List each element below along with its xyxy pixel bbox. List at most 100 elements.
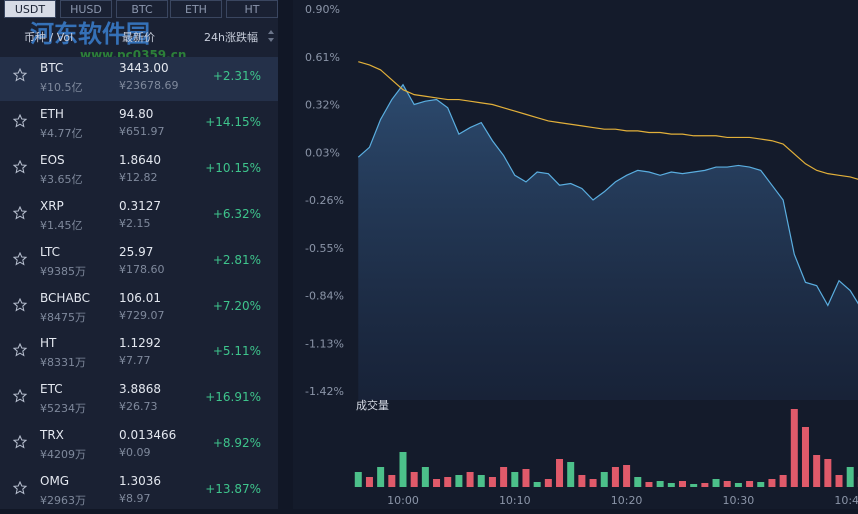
symbol: LTC xyxy=(40,245,60,259)
price-cny: ¥8.97 xyxy=(119,492,151,505)
y-tick-label: -0.55% xyxy=(305,242,344,255)
y-tick-label: -1.13% xyxy=(305,337,344,350)
price: 1.8640 xyxy=(119,153,161,167)
volume-bar xyxy=(556,459,563,487)
volume-bar xyxy=(578,475,585,487)
star xyxy=(14,299,26,311)
change: +8.92% xyxy=(181,436,261,450)
tab[interactable]: HT xyxy=(226,0,278,18)
volume-bar xyxy=(467,472,474,487)
volume: ¥4209万 xyxy=(40,446,86,462)
star xyxy=(14,161,26,173)
price-cny: ¥0.09 xyxy=(119,446,151,459)
star-icon[interactable] xyxy=(13,343,27,357)
volume-bar xyxy=(388,475,395,487)
change: +10.15% xyxy=(181,161,261,175)
volume-bar xyxy=(444,477,451,487)
volume-bar xyxy=(847,467,854,487)
volume-bar xyxy=(634,477,641,487)
price-cny: ¥12.82 xyxy=(119,171,158,184)
price: 25.97 xyxy=(119,245,153,259)
star-icon[interactable] xyxy=(13,298,27,312)
star xyxy=(14,436,26,448)
change: +5.11% xyxy=(181,344,261,358)
price-cny: ¥651.97 xyxy=(119,125,165,138)
price-cny: ¥23678.69 xyxy=(119,79,179,92)
volume-bar xyxy=(590,479,597,487)
volume-bar xyxy=(802,427,809,487)
volume: ¥10.5亿 xyxy=(40,79,83,95)
y-tick-label: -0.84% xyxy=(305,290,344,303)
column-header[interactable]: 最新价 xyxy=(122,29,155,45)
change: +6.32% xyxy=(181,207,261,221)
volume-bar xyxy=(724,481,731,487)
y-tick-label: -0.26% xyxy=(305,194,344,207)
volume-bar xyxy=(366,477,373,487)
volume: ¥2963万 xyxy=(40,492,86,508)
symbol: EOS xyxy=(40,153,65,167)
column-header[interactable]: 币种 / Vol xyxy=(24,29,73,45)
volume: ¥4.77亿 xyxy=(40,125,83,141)
star-icon[interactable] xyxy=(13,206,27,220)
star-icon[interactable] xyxy=(13,389,27,403)
symbol: OMG xyxy=(40,474,69,488)
volume-bar xyxy=(422,467,429,487)
volume-bar xyxy=(545,479,552,487)
tab[interactable]: ETH xyxy=(170,0,222,18)
star xyxy=(14,115,26,127)
star-icon[interactable] xyxy=(13,481,27,495)
star xyxy=(14,207,26,219)
volume-bar xyxy=(489,477,496,487)
star-icon[interactable] xyxy=(13,114,27,128)
price-cny: ¥26.73 xyxy=(119,400,158,413)
price-cny: ¥2.15 xyxy=(119,217,151,230)
symbol: HT xyxy=(40,336,56,350)
volume-bar xyxy=(735,483,742,487)
star-icon[interactable] xyxy=(13,68,27,82)
volume-bar xyxy=(780,475,787,487)
y-tick-label: 0.32% xyxy=(305,99,340,112)
volume-bar xyxy=(713,479,720,487)
volume-bar xyxy=(836,475,843,487)
volume-bar xyxy=(645,482,652,487)
volume-bar xyxy=(768,479,775,487)
y-tick-label: 0.03% xyxy=(305,146,340,159)
volume-bar xyxy=(601,472,608,487)
volume: ¥5234万 xyxy=(40,400,86,416)
star xyxy=(14,344,26,356)
volume-bar xyxy=(746,481,753,487)
price-cny: ¥729.07 xyxy=(119,309,165,322)
star xyxy=(14,253,26,265)
price: 1.3036 xyxy=(119,474,161,488)
symbol: TRX xyxy=(40,428,64,442)
volume-bar xyxy=(433,479,440,487)
change: +14.15% xyxy=(181,115,261,129)
volume-bar xyxy=(377,467,384,487)
volume-bar xyxy=(757,482,764,487)
symbol: BTC xyxy=(40,61,63,75)
x-tick-label: 10:30 xyxy=(723,494,755,507)
column-header[interactable]: 24h涨跌幅 xyxy=(204,29,258,45)
volume-bar xyxy=(355,472,362,487)
price: 1.1292 xyxy=(119,336,161,350)
star-icon[interactable] xyxy=(13,160,27,174)
star-icon[interactable] xyxy=(13,435,27,449)
price: 0.3127 xyxy=(119,199,161,213)
volume-bar xyxy=(511,472,518,487)
star-icon[interactable] xyxy=(13,252,27,266)
volume-bar xyxy=(567,462,574,487)
symbol: BCHABC xyxy=(40,291,90,305)
volume-bar xyxy=(668,483,675,487)
volume-bar xyxy=(534,482,541,487)
sort-icon[interactable] xyxy=(267,29,275,43)
